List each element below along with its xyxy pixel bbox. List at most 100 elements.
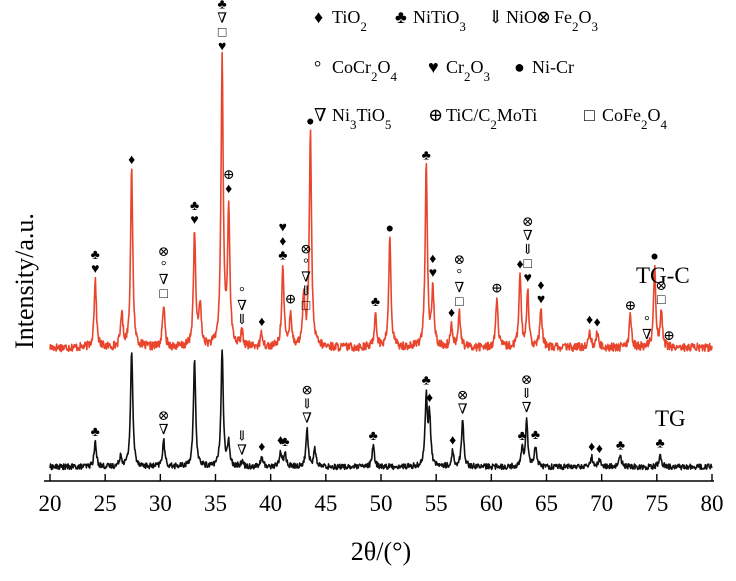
phase-marker-tg-6-2: ∇ bbox=[302, 412, 312, 427]
phase-markers: ♣♥♦⊗°∇□♣♥⊗°♣∇□♥⊕♦°∇⇓♦♥♦♣⊕⊗°∇⇓□●♣●♣♦♥♦⊗°∇… bbox=[91, 0, 675, 458]
phase-marker-tg-c-17-2: ∇ bbox=[454, 281, 464, 296]
phase-marker-tg-13-0: ⊗ bbox=[521, 373, 533, 388]
phase-marker-tg-9-0: ♦ bbox=[426, 391, 433, 406]
phase-marker-tg-c-6-0: ° bbox=[239, 285, 245, 300]
phase-marker-tg-c-1-0: ♦ bbox=[128, 153, 135, 168]
legend-symbol: ° bbox=[314, 57, 321, 77]
legend-label: Ni3TiO5 bbox=[332, 105, 391, 132]
phase-marker-tg-c-8-2: ♣ bbox=[278, 249, 287, 264]
x-tick-label-70: 70 bbox=[590, 491, 613, 516]
phase-marker-tg-0-0: ♣ bbox=[91, 425, 100, 440]
phase-marker-tg-c-2-0: ⊗ bbox=[158, 245, 170, 260]
phase-marker-tg-c-8-0: ♥ bbox=[279, 221, 287, 236]
phase-marker-tg-c-20-3: □ bbox=[524, 257, 533, 272]
phase-marker-tg-17-0: ♣ bbox=[616, 439, 625, 454]
phase-marker-tg-c-15-0: ♦ bbox=[429, 252, 436, 267]
legend-label: CoFe2O4 bbox=[602, 105, 668, 132]
phase-marker-tg-c-17-3: □ bbox=[455, 295, 464, 310]
x-tick-label-75: 75 bbox=[645, 491, 668, 516]
phase-marker-tg-4-0: ♦ bbox=[277, 433, 284, 448]
phase-marker-tg-10-0: ♦ bbox=[449, 434, 456, 449]
x-tick-label-80: 80 bbox=[701, 491, 724, 516]
phase-marker-tg-c-16-0: ♦ bbox=[448, 306, 455, 321]
legend-label: TiC/C2MoTi bbox=[446, 105, 537, 132]
legend-item-7: ∇ Ni3TiO5 bbox=[314, 105, 391, 132]
phase-marker-tg-c-8-1: ♦ bbox=[279, 235, 286, 250]
phase-marker-tg-c-20-0: ⊗ bbox=[522, 215, 534, 230]
x-tick-label-45: 45 bbox=[314, 491, 337, 516]
phase-marker-tg-11-1: ∇ bbox=[458, 402, 468, 417]
phase-marker-tg-c-10-1: ° bbox=[303, 257, 309, 272]
phase-marker-tg-c-17-1: ° bbox=[457, 267, 463, 282]
legend-symbol: ♦ bbox=[314, 7, 323, 27]
phase-marker-tg-c-10-3: ⇓ bbox=[300, 285, 312, 300]
x-ticks: 20 25 30 35 40 45 50 55 60 65 70 75 80 bbox=[39, 474, 724, 516]
phase-marker-tg-2-1: ∇ bbox=[237, 443, 247, 458]
phase-marker-tg-c-5-0: ⊕ bbox=[223, 168, 235, 183]
x-tick-label-65: 65 bbox=[535, 491, 558, 516]
legend-symbol: ♥ bbox=[428, 57, 439, 77]
phase-marker-tg-c-2-2: ∇ bbox=[159, 273, 169, 288]
phase-marker-tg-12-0: ♣ bbox=[518, 429, 527, 444]
phase-marker-tg-c-21-1: ♥ bbox=[537, 293, 545, 308]
phase-marker-tg-c-11-0: ● bbox=[306, 114, 314, 129]
legend-label: TiO2 bbox=[332, 7, 367, 34]
phase-marker-tg-c-27-1: □ bbox=[657, 293, 666, 308]
phase-marker-tg-14-0: ♣ bbox=[531, 428, 540, 443]
phase-marker-tg-c-3-1: ♥ bbox=[190, 213, 198, 228]
series-label-tg-c: TG-C bbox=[636, 263, 690, 288]
phase-marker-tg-1-0: ⊗ bbox=[158, 409, 170, 424]
phase-marker-tg-c-4-2: ♣ bbox=[218, 0, 227, 13]
legend-label: Ni-Cr bbox=[532, 57, 574, 77]
series-layer: TG-C TG bbox=[49, 51, 713, 471]
phase-marker-tg-c-20-4: ♥ bbox=[524, 271, 532, 286]
legend-item-4: ° CoCr2O4 bbox=[314, 57, 398, 84]
phase-marker-tg-11-0: ⊗ bbox=[457, 388, 469, 403]
phase-marker-tg-c-3-0: ♣ bbox=[190, 199, 199, 214]
legend-symbol: ⇓ bbox=[488, 7, 503, 27]
legend-item-2: ⇓ NiO bbox=[488, 7, 537, 27]
x-tick-label-25: 25 bbox=[94, 491, 117, 516]
phase-marker-tg-7-0: ♣ bbox=[369, 429, 378, 444]
phase-marker-tg-c-0-1: ♥ bbox=[91, 262, 99, 277]
legend-item-8: ⊕ TiC/C2MoTi bbox=[428, 105, 537, 132]
phase-marker-tg-c-27-0: ⊗ bbox=[655, 279, 667, 294]
phase-marker-tg-3-0: ♦ bbox=[258, 440, 265, 455]
phase-marker-tg-1-1: ∇ bbox=[159, 423, 169, 438]
phase-marker-tg-c-2-1: ° bbox=[161, 259, 167, 274]
legend-symbol: ⊗ bbox=[536, 7, 551, 27]
legend-symbol: ♣ bbox=[395, 7, 407, 27]
phase-marker-tg-c-2-3: □ bbox=[159, 287, 168, 302]
x-tick-label-60: 60 bbox=[480, 491, 503, 516]
legend-label: Fe2O3 bbox=[554, 7, 598, 34]
legend-item-6: ● Ni-Cr bbox=[514, 57, 574, 77]
phase-marker-tg-6-1: ⇓ bbox=[301, 398, 313, 413]
phase-marker-tg-13-2: ∇ bbox=[522, 401, 532, 416]
phase-marker-tg-c-7-0: ♦ bbox=[258, 315, 265, 330]
phase-marker-tg-c-13-0: ● bbox=[386, 222, 394, 237]
phase-marker-tg-2-0: ⇓ bbox=[236, 429, 248, 444]
phase-marker-tg-c-23-0: ♦ bbox=[594, 316, 601, 331]
phase-marker-tg-c-20-2: ⇓ bbox=[522, 243, 534, 258]
phase-marker-tg-18-0: ♣ bbox=[656, 437, 665, 452]
phase-marker-tg-c-25-0: ° bbox=[644, 314, 650, 329]
phase-marker-tg-c-25-1: ∇ bbox=[642, 328, 652, 343]
phase-marker-tg-5-0: ♣ bbox=[280, 435, 289, 450]
x-tick-label-55: 55 bbox=[425, 491, 448, 516]
legend-item-5: ♥ Cr2O3 bbox=[428, 57, 490, 84]
phase-marker-tg-c-9-0: ⊕ bbox=[285, 292, 297, 307]
legend-label: Cr2O3 bbox=[446, 57, 490, 84]
phase-marker-tg-6-0: ⊗ bbox=[301, 384, 313, 399]
x-tick-label-35: 35 bbox=[204, 491, 227, 516]
phase-marker-tg-c-24-0: ⊕ bbox=[624, 299, 636, 314]
phase-marker-tg-c-12-0: ♣ bbox=[371, 295, 380, 310]
phase-marker-tg-c-17-0: ⊗ bbox=[453, 253, 465, 268]
phase-marker-tg-c-6-2: ⇓ bbox=[236, 313, 248, 328]
x-tick-label-30: 30 bbox=[149, 491, 172, 516]
phase-marker-tg-13-1: ⇓ bbox=[521, 387, 533, 402]
phase-marker-tg-c-0-0: ♣ bbox=[91, 248, 100, 263]
phase-marker-tg-c-18-0: ⊕ bbox=[491, 282, 503, 297]
legend-symbol: ● bbox=[514, 57, 525, 77]
phase-marker-tg-c-4-5: ♥ bbox=[218, 40, 226, 55]
phase-marker-tg-c-10-2: ∇ bbox=[301, 271, 311, 286]
